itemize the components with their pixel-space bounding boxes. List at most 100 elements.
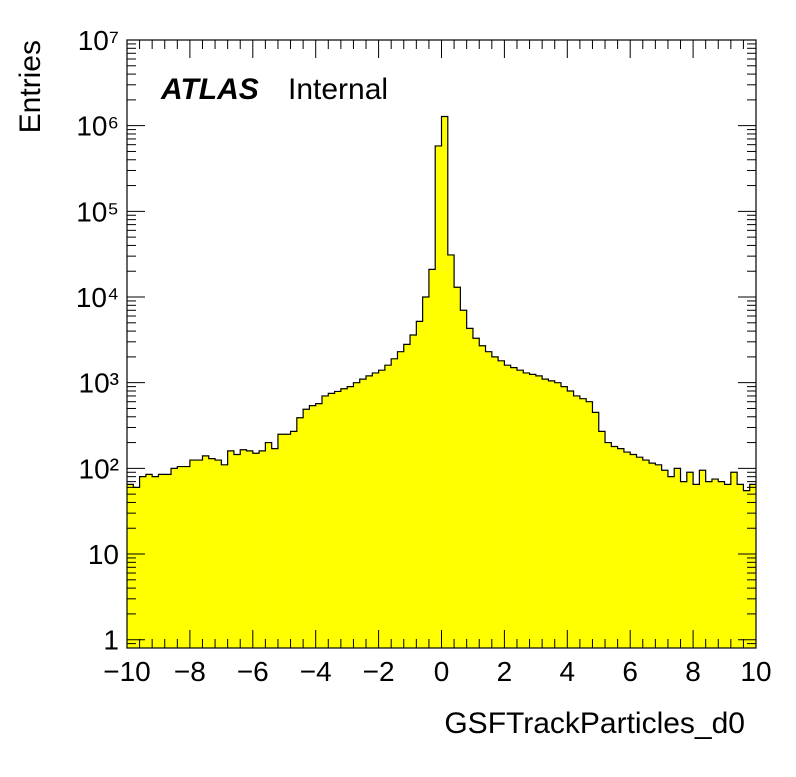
histogram-bin (573, 395, 581, 648)
histogram-bin (259, 450, 266, 648)
histogram-bin (340, 388, 348, 648)
histogram-bin (479, 345, 486, 648)
histogram-bin (510, 367, 518, 648)
y-tick-label: 10 (88, 539, 119, 570)
histogram-bin (290, 431, 298, 648)
histogram-bin (252, 453, 260, 648)
histogram-bin (410, 335, 417, 648)
histogram-bin (372, 372, 379, 648)
histogram-bin (271, 448, 279, 648)
histogram-bin (598, 431, 606, 648)
histogram-bin (384, 365, 392, 648)
histogram-bin (454, 287, 461, 648)
x-tick-label: 8 (685, 656, 701, 687)
histogram-bin (705, 481, 713, 648)
histogram-bin (567, 390, 574, 648)
histogram-bin (472, 338, 480, 648)
histogram-bin (542, 379, 549, 648)
x-tick-labels: −10 −8 −6 −4 −2 0 2 4 6 8 10 (103, 656, 771, 687)
histogram-bin (284, 434, 291, 648)
histogram-bin (592, 412, 600, 648)
histogram-bin (397, 351, 405, 648)
histogram-bin (623, 452, 631, 648)
histogram-bin (152, 476, 159, 648)
atlas-label: ATLAS (160, 73, 259, 106)
x-tick-label: −2 (363, 656, 395, 687)
histogram-bin (491, 356, 499, 648)
histogram-bin (359, 379, 367, 648)
histogram-bin (548, 380, 556, 648)
x-tick-label: −8 (174, 656, 206, 687)
histogram-bin (422, 297, 430, 648)
histogram-bin (724, 484, 732, 648)
x-tick-label: 10 (740, 656, 771, 687)
histogram-bin (523, 372, 530, 648)
histogram-bin (630, 454, 637, 648)
histogram-bin (730, 472, 738, 648)
histogram-bin (246, 450, 254, 648)
histogram-bin (674, 468, 681, 648)
histogram-bin (403, 344, 411, 648)
histogram-bin (227, 450, 235, 648)
histogram-bin (315, 403, 323, 648)
histogram-bin (611, 446, 618, 648)
histogram-bin (366, 375, 373, 648)
y-tick-label: 10⁴ (76, 282, 119, 313)
histogram-bin (145, 474, 153, 648)
y-tick-label: 1 (103, 625, 119, 656)
histogram-bin (353, 382, 361, 648)
y-tick-label: 10⁶ (76, 111, 119, 142)
histogram-bin (240, 449, 247, 648)
x-tick-label: 4 (560, 656, 576, 687)
histogram-bin (215, 460, 222, 648)
histogram-bin (649, 463, 656, 648)
histogram-bin (303, 409, 310, 648)
histogram-bin (680, 481, 688, 648)
x-tick-label: −10 (103, 656, 151, 687)
x-tick-label: 6 (622, 656, 638, 687)
histogram-bin (737, 484, 744, 648)
histogram-bin (460, 310, 467, 648)
histogram-bin (686, 472, 694, 648)
histogram-bin (202, 455, 210, 648)
histogram-bin (183, 466, 191, 648)
histogram-bin (265, 442, 272, 648)
histogram-bin (139, 476, 147, 648)
histogram-bin (309, 405, 316, 648)
x-tick-label: −4 (300, 656, 332, 687)
histogram-bin (667, 476, 675, 648)
histogram-bin (277, 434, 285, 648)
histogram-bin (661, 470, 669, 648)
histogram-bin (529, 374, 537, 648)
histogram-bin (328, 393, 335, 648)
histogram-bin (586, 401, 593, 648)
histogram-bin (485, 351, 493, 648)
histogram-bin (711, 479, 719, 648)
histogram-bin (447, 254, 455, 648)
histogram-bin (693, 484, 700, 648)
histogram-bin (391, 358, 398, 648)
histogram-bin (321, 395, 329, 648)
x-tick-label: 0 (434, 656, 450, 687)
histogram-bin (642, 460, 650, 648)
x-tick-label: 2 (497, 656, 513, 687)
y-axis-title: Entries (14, 40, 47, 133)
y-tick-label: 10⁵ (76, 196, 119, 227)
histogram-bin (378, 370, 386, 648)
x-tick-label: −6 (237, 656, 269, 687)
bars-layer (127, 116, 757, 649)
histogram-bin (535, 375, 543, 648)
histogram-bin (416, 321, 423, 648)
histogram-bin (189, 460, 197, 648)
histogram-bin (718, 481, 725, 648)
histogram-bin (158, 474, 166, 648)
histogram-bin (504, 365, 511, 648)
histogram-bin (233, 454, 241, 648)
x-axis-title: GSFTrackParticles_d0 (444, 707, 745, 740)
histogram-bin (561, 386, 568, 648)
histogram-bin (655, 464, 662, 648)
y-tick-labels: 1 10 10² 10³ 10⁴ 10⁵ 10⁶ 10⁷ (76, 25, 119, 656)
histogram-bin (498, 360, 505, 648)
histogram-bin (579, 398, 587, 648)
